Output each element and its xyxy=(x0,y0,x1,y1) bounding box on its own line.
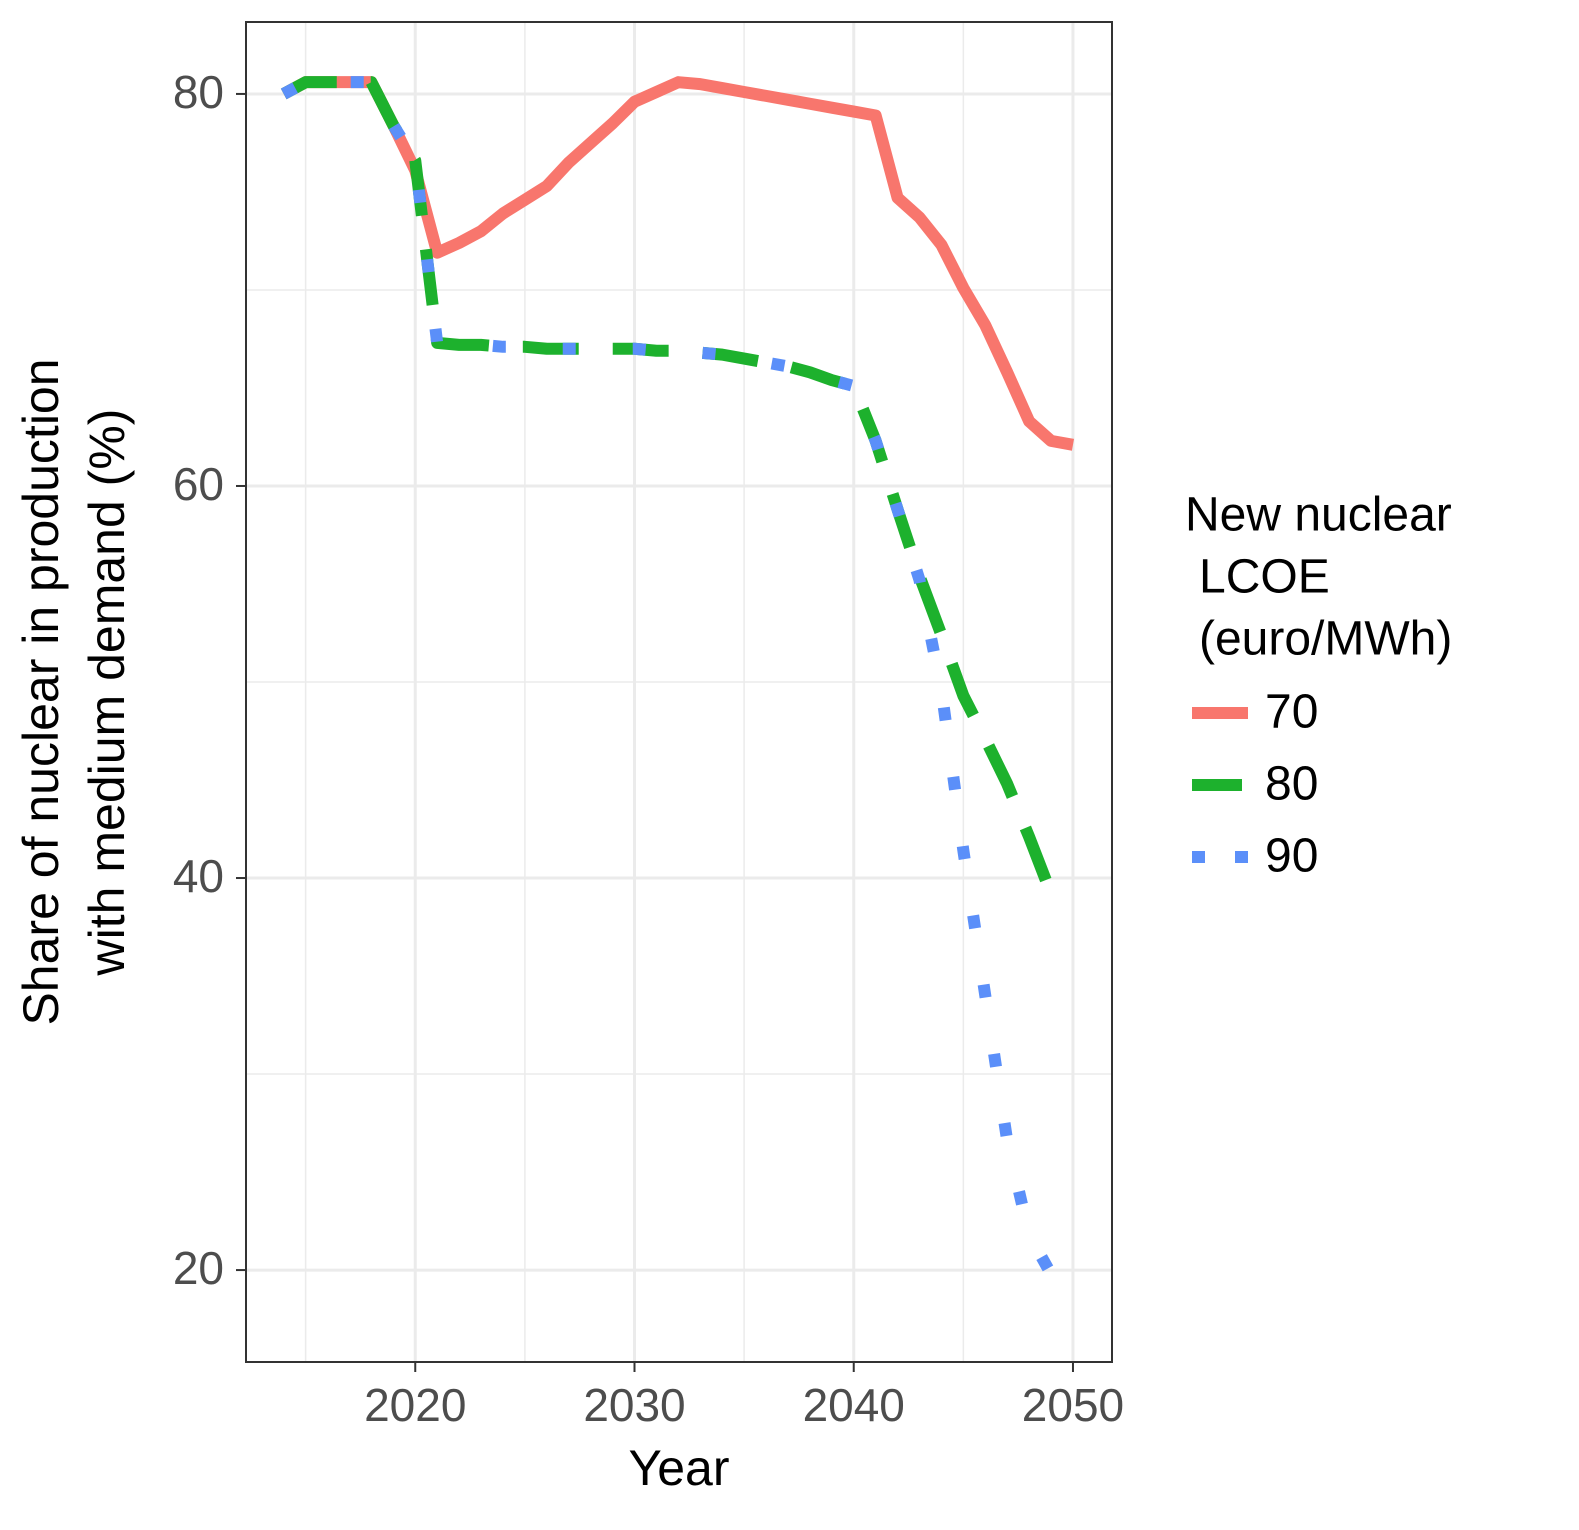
legend-title: LCOE xyxy=(1199,551,1330,604)
x-tick-label: 2050 xyxy=(1022,1379,1124,1431)
legend-label: 90 xyxy=(1265,830,1318,883)
x-tick-label: 2020 xyxy=(364,1379,466,1431)
y-tick-label: 80 xyxy=(173,66,224,118)
legend-title: New nuclear xyxy=(1185,489,1452,542)
series-line xyxy=(280,76,1057,896)
x-tick-label: 2040 xyxy=(803,1379,905,1431)
plot-background xyxy=(246,22,1112,1362)
y-tick-label: 20 xyxy=(173,1242,224,1294)
plot-border xyxy=(245,21,1113,1363)
y-tick-label: 60 xyxy=(173,458,224,510)
x-tick-label: 2030 xyxy=(583,1379,685,1431)
legend-title: (euro/MWh) xyxy=(1199,613,1452,666)
x-axis-title: Year xyxy=(628,1440,729,1496)
y-tick-label: 40 xyxy=(173,850,224,902)
legend-label: 80 xyxy=(1265,758,1318,811)
y-axis-title: Share of nuclear in production xyxy=(13,358,69,1025)
y-axis-title: with medium demand (%) xyxy=(79,409,135,977)
legend-label: 70 xyxy=(1265,686,1318,739)
